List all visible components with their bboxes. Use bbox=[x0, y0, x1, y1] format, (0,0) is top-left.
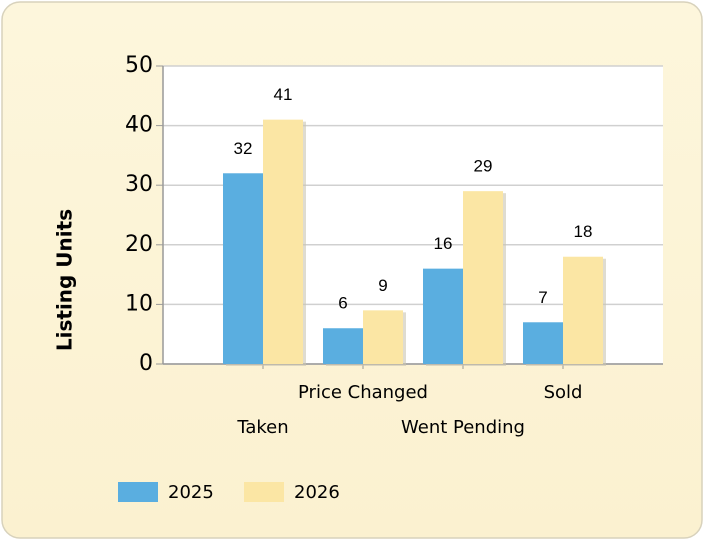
bar bbox=[223, 173, 263, 364]
value-label: 32 bbox=[234, 139, 253, 158]
bar bbox=[423, 268, 463, 364]
value-label: 41 bbox=[274, 85, 293, 104]
legend-label: 2025 bbox=[168, 482, 214, 503]
bar bbox=[263, 119, 303, 364]
x-tick-label: Went Pending bbox=[401, 417, 525, 438]
y-tick-label: 20 bbox=[125, 232, 153, 257]
bar bbox=[323, 328, 363, 364]
bar bbox=[563, 256, 603, 364]
y-tick-label: 30 bbox=[125, 172, 153, 197]
bar bbox=[523, 322, 563, 364]
x-tick-label: Price Changed bbox=[298, 382, 428, 403]
value-label: 9 bbox=[378, 276, 387, 295]
legend-label: 2026 bbox=[294, 482, 340, 503]
value-label: 29 bbox=[474, 157, 493, 176]
y-axis-label: Listing Units bbox=[53, 209, 77, 351]
value-label: 16 bbox=[434, 234, 453, 253]
y-tick-label: 50 bbox=[125, 53, 153, 78]
bar bbox=[463, 191, 503, 364]
x-tick-label: Taken bbox=[236, 417, 288, 438]
bar bbox=[363, 310, 403, 364]
y-tick-label: 10 bbox=[125, 291, 153, 316]
value-label: 6 bbox=[338, 294, 347, 313]
legend-swatch bbox=[118, 482, 158, 502]
y-tick-label: 0 bbox=[139, 351, 153, 376]
value-label: 7 bbox=[538, 288, 547, 307]
y-tick-label: 40 bbox=[125, 113, 153, 138]
x-tick-label: Sold bbox=[544, 382, 583, 403]
legend-swatch bbox=[244, 482, 284, 502]
value-label: 18 bbox=[574, 222, 593, 241]
